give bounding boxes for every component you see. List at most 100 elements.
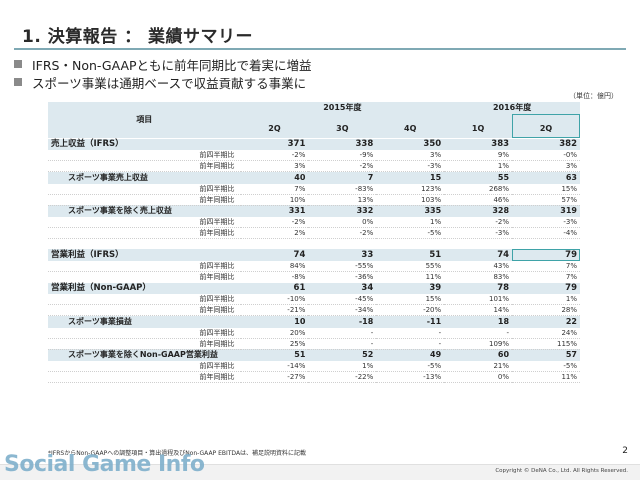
square-bullet-icon xyxy=(14,78,22,86)
page-number: 2 xyxy=(622,446,628,456)
value-cell: 22 xyxy=(512,315,580,328)
value-cell: 79 xyxy=(512,281,580,294)
value-cell: 103% xyxy=(376,194,445,206)
value-cell: 33 xyxy=(308,248,377,261)
value-cell: 74 xyxy=(444,248,513,261)
value-cell: 49 xyxy=(376,349,445,361)
value-cell: 1% xyxy=(512,294,580,305)
row-label: 前年同期比 xyxy=(48,304,241,316)
value-cell: - xyxy=(444,327,513,339)
value-cell: 63 xyxy=(512,171,580,184)
value-cell: 383 xyxy=(444,137,513,150)
table-row-sp-qoq: 前四半期比 20% - - -24% xyxy=(48,327,580,339)
value-cell: 24% xyxy=(512,327,580,339)
header-quarter: 4Q xyxy=(376,114,445,138)
value-cell: -18 xyxy=(308,315,377,328)
value-cell: -2% xyxy=(444,217,513,228)
value-cell: -5% xyxy=(376,227,445,239)
bullet-item: スポーツ事業は通期ベースで収益貢献する事業に xyxy=(14,73,312,91)
value-cell: 14% xyxy=(444,304,513,316)
table-row-rev-yoy: 前年同期比 3% -2% -3% 1% 3% xyxy=(48,160,580,172)
bullet-item: IFRS・Non-GAAPともに前年同期比で着実に増益 xyxy=(14,55,312,73)
value-cell: -45% xyxy=(308,294,377,305)
value-cell: 55 xyxy=(444,171,513,184)
value-cell: 46% xyxy=(444,194,513,206)
value-cell: - xyxy=(308,338,377,350)
bullet-text: スポーツ事業は通期ベースで収益貢献する事業に xyxy=(32,75,307,91)
value-cell: -8% xyxy=(240,271,309,283)
row-label: 前年同期比 xyxy=(48,371,241,383)
header-quarter-current: 2Q xyxy=(512,114,580,138)
row-label: スポーツ事業を除くNon-GAAP営業利益 xyxy=(48,349,241,361)
value-cell: 20% xyxy=(240,327,309,339)
row-label: 前四半期比 xyxy=(48,260,241,272)
value-cell: 328 xyxy=(444,205,513,217)
row-label: 前四半期比 xyxy=(48,294,241,305)
value-cell: 7% xyxy=(512,271,580,283)
table-row-rev-qoq: 前四半期比 -2% -9% 3% 9% -0% xyxy=(48,150,580,161)
value-cell: 3% xyxy=(512,160,580,172)
value-cell: 15 xyxy=(376,171,445,184)
value-cell: 15% xyxy=(376,294,445,305)
table-row-rev: 売上収益（IFRS） 371 338 350 383 382 xyxy=(48,137,580,150)
value-cell: 74 xyxy=(240,248,309,261)
value-cell: - xyxy=(376,338,445,350)
value-cell: 338 xyxy=(308,137,377,150)
value-cell: -21% xyxy=(240,304,309,316)
value-cell: -22% xyxy=(308,371,377,383)
value-cell: -10% xyxy=(240,294,309,305)
footnote: *IFRSからNon-GAAPへの調整項目・算出過程及びNon-GAAP EBI… xyxy=(48,450,307,457)
value-cell: 3% xyxy=(376,150,445,161)
value-cell: 332 xyxy=(308,205,377,217)
value-cell: 319 xyxy=(512,205,580,217)
value-cell: -9% xyxy=(308,150,377,161)
header-quarter: 1Q xyxy=(444,114,513,138)
table-row-exng-qoq: 前四半期比 -14% 1% -5% 21% -5% xyxy=(48,361,580,372)
table-row-exng-yoy: 前年同期比 -27% -22% -13% 0% 11% xyxy=(48,371,580,383)
summary-table: 項目 2015年度 2016年度 2Q 3Q 4Q 1Q 2Q 売上収益（IFR… xyxy=(48,102,580,383)
row-label: 売上収益（IFRS） xyxy=(48,137,241,150)
value-cell: 60 xyxy=(444,349,513,361)
table-row-sports-rev-qoq: 前四半期比 7% -83% 123% 268% 15% xyxy=(48,183,580,195)
value-cell: 18 xyxy=(444,315,513,328)
value-cell: 10 xyxy=(240,315,309,328)
value-cell: 7% xyxy=(512,260,580,272)
header-year-2015: 2015年度 xyxy=(240,102,445,114)
value-cell: 350 xyxy=(376,137,445,150)
value-cell: -34% xyxy=(308,304,377,316)
table-row-sports-rev: スポーツ事業売上収益 40 7 15 55 63 xyxy=(48,171,580,184)
row-label: 前年同期比 xyxy=(48,160,241,172)
row-label: 前年同期比 xyxy=(48,227,241,239)
value-cell: -4% xyxy=(512,227,580,239)
value-cell: 268% xyxy=(444,183,513,195)
value-cell: 51 xyxy=(240,349,309,361)
value-cell: - xyxy=(308,327,377,339)
bullet-text: IFRS・Non-GAAPともに前年同期比で着実に増益 xyxy=(32,57,312,73)
row-label: スポーツ事業を除く売上収益 xyxy=(48,205,241,217)
row-label: 営業利益（IFRS） xyxy=(48,248,241,261)
row-label: 前四半期比 xyxy=(48,217,241,228)
value-cell: 55% xyxy=(376,260,445,272)
value-cell: 382 xyxy=(512,137,580,150)
value-cell: 9% xyxy=(444,150,513,161)
table-row-ex-rev-qoq: 前四半期比 -2% 0% 1% -2% -3% xyxy=(48,217,580,228)
value-cell: 11% xyxy=(512,371,580,383)
unit-label: （単位：億円） xyxy=(569,92,618,100)
row-label: 前四半期比 xyxy=(48,150,241,161)
value-cell: -27% xyxy=(240,371,309,383)
value-cell: 331 xyxy=(240,205,309,217)
value-cell: 83% xyxy=(444,271,513,283)
value-cell: -14% xyxy=(240,361,309,372)
table-row-op-yoy: 前年同期比 -8% -36% 11% 83% 7% xyxy=(48,271,580,283)
table-row-exng: スポーツ事業を除くNon-GAAP営業利益 51 52 49 60 57 xyxy=(48,349,580,361)
table-row-sports-rev-yoy: 前年同期比 10% 13% 103% 46% 57% xyxy=(48,194,580,206)
row-label: 前年同期比 xyxy=(48,338,241,350)
value-cell: 101% xyxy=(444,294,513,305)
value-cell: 79 xyxy=(512,248,580,261)
value-cell: 57 xyxy=(512,349,580,361)
table-row-ng: 営業利益（Non-GAAP） 61 34 39 78 79 xyxy=(48,281,580,294)
value-cell: -55% xyxy=(308,260,377,272)
value-cell: -20% xyxy=(376,304,445,316)
row-label: スポーツ事業損益 xyxy=(48,315,241,328)
value-cell: 61 xyxy=(240,281,309,294)
